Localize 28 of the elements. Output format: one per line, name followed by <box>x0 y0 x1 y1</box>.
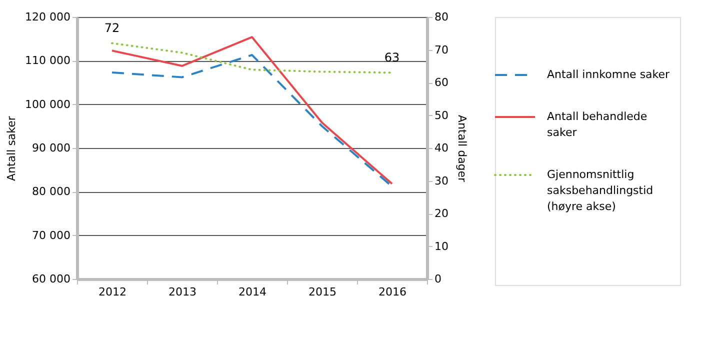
y2-tick-label: 80 <box>434 10 448 24</box>
x-tick-label: 2012 <box>98 286 126 298</box>
y2-tick-label: 40 <box>434 142 448 154</box>
y2-tick-label: 10 <box>434 240 448 253</box>
x-tick-label: 2015 <box>308 286 336 298</box>
y2-tick-label: 20 <box>434 207 448 220</box>
x-tick-label: 2013 <box>168 286 196 298</box>
y2-tick-label: 70 <box>434 43 448 56</box>
y2-tick-label: 0 <box>434 272 442 286</box>
data-label: 72 <box>104 21 120 36</box>
y-tick-label: 110 000 <box>25 54 70 68</box>
data-label: 63 <box>384 50 400 65</box>
y-tick-label: 60 000 <box>32 272 70 286</box>
x-tick-label: 2016 <box>378 286 406 298</box>
y2-tick-label: 60 <box>434 76 448 89</box>
y-tick-label: 120 000 <box>25 10 70 24</box>
y2-tick-label: 50 <box>434 108 448 122</box>
legend-label: Gjennomsnittlig saksbehandlingstid (høyre akse) <box>547 168 654 213</box>
y-tick-label: 80 000 <box>32 185 70 198</box>
y-tick-label: 100 000 <box>25 98 70 111</box>
y-tick-label: 70 000 <box>32 228 70 242</box>
y2-tick-label: 30 <box>434 174 448 188</box>
y-axis-title: Antall saker <box>5 116 18 181</box>
x-tick-label: 2014 <box>238 286 266 298</box>
legend-label: Antall behandlede saker <box>547 110 648 139</box>
legend-label: Antall innkomne saker <box>547 68 670 81</box>
y2-axis-title: Antall dager <box>455 114 468 183</box>
y-tick-label: 90 000 <box>32 142 70 154</box>
